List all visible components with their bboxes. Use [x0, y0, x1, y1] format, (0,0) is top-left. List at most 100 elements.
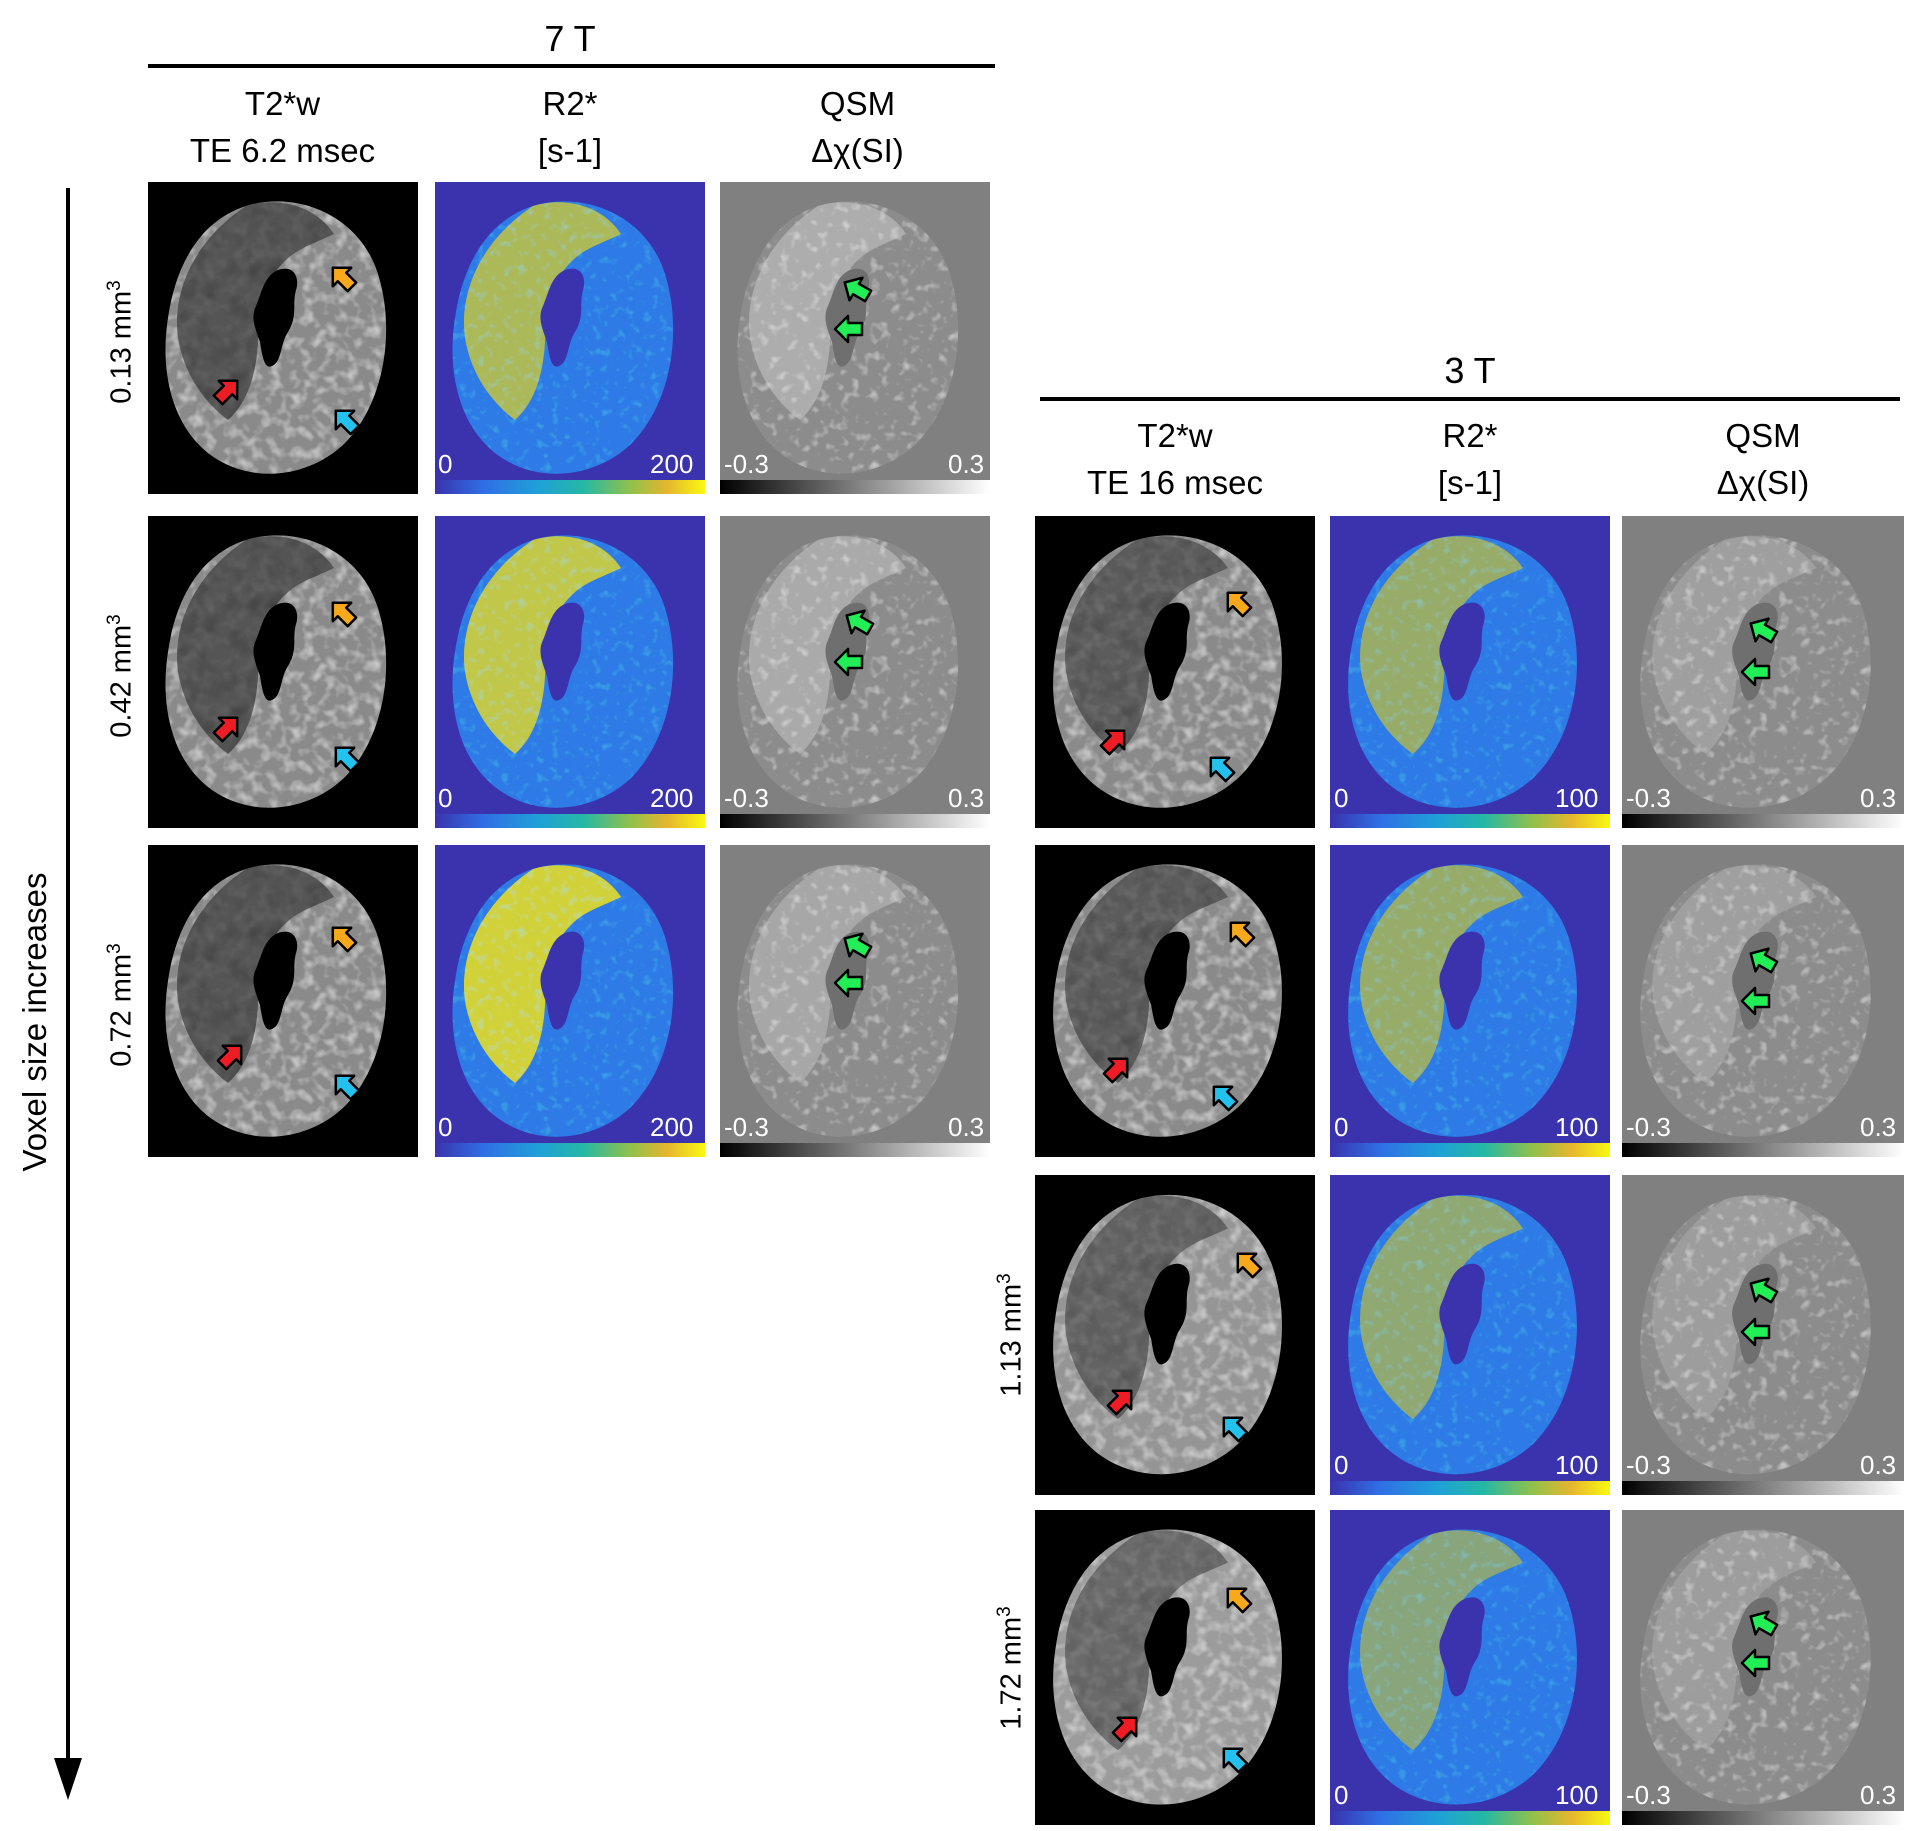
qsm-scale-min-3t-row4: -0.3	[1626, 1780, 1671, 1810]
col-7t-r2-subtitle: [s-1]	[537, 132, 603, 169]
panel-7t-r2-row1	[435, 182, 705, 494]
r2-scale-min-7t-row1: 0	[438, 449, 453, 479]
qsm-colorbar-7t-row1	[720, 480, 990, 494]
green-arrow-icon	[1740, 1648, 1771, 1678]
cyan-arrow-icon	[325, 737, 366, 778]
qsm-colorbar-3t-row1	[1622, 814, 1904, 828]
green-arrow-icon	[1742, 940, 1782, 980]
panel-3t-t2w-row4	[1035, 1510, 1315, 1825]
field-3t-rule	[1040, 397, 1900, 401]
green-arrow-icon	[1742, 1603, 1782, 1643]
red-arrow-icon	[1101, 1380, 1142, 1421]
red-arrow-icon	[207, 370, 248, 411]
r2-scale-min-3t-row4: 0	[1334, 1780, 1349, 1810]
r2-colorbar-7t-row1	[435, 480, 705, 494]
r2-colorbar-3t-row3	[1330, 1481, 1610, 1495]
qsm-scale-max-7t-row2: 0.3	[948, 783, 985, 813]
qsm-colorbar-3t-row4	[1622, 1811, 1904, 1825]
r2-colorbar-3t-row4	[1330, 1811, 1610, 1825]
r2-scale-min-3t-row3: 0	[1334, 1450, 1349, 1480]
col-7t-qsm-title: QSM	[819, 85, 896, 122]
qsm-colorbar-7t-row3	[720, 1143, 990, 1157]
green-arrow-icon	[1740, 657, 1771, 687]
panel-3t-r2-row3	[1330, 1175, 1610, 1495]
orange-arrow-icon	[1227, 1243, 1268, 1284]
panel-3t-r2-row1	[1330, 516, 1610, 828]
panel-3t-r2-row2	[1330, 845, 1610, 1157]
panel-3t-t2w-row3	[1035, 1175, 1315, 1495]
panel-7t-r2-row3	[435, 845, 705, 1157]
green-arrow-icon	[1742, 610, 1782, 650]
col-7t-t2w-title: T2*w	[244, 85, 321, 122]
red-arrow-icon	[1094, 720, 1135, 761]
col-3t-t2w-title: T2*w	[1137, 417, 1213, 454]
cyan-arrow-icon	[1213, 1738, 1254, 1779]
panel-3t-t2w-row2	[1035, 845, 1315, 1157]
green-arrow-icon	[833, 968, 864, 998]
col-3t-r2-header: R2* [s-1]	[1330, 412, 1610, 506]
col-7t-r2-title: R2*	[542, 85, 598, 122]
col-7t-r2-header: R2* [s-1]	[435, 80, 705, 174]
cyan-arrow-icon	[1213, 1407, 1254, 1448]
r2-scale-max-3t-row3: 100	[1555, 1450, 1599, 1480]
qsm-scale-min-3t-row3: -0.3	[1626, 1450, 1671, 1480]
panel-7t-qsm-row1	[720, 182, 990, 494]
qsm-scale-min-3t-row1: -0.3	[1626, 783, 1671, 813]
r2-colorbar-7t-row2	[435, 814, 705, 828]
col-3t-t2w-subtitle: TE 16 msec	[1086, 464, 1264, 501]
orange-arrow-icon	[322, 592, 363, 633]
r2-colorbar-7t-row3	[435, 1143, 705, 1157]
col-3t-r2-subtitle: [s-1]	[1437, 464, 1503, 501]
r2-scale-max-3t-row2: 100	[1555, 1112, 1599, 1142]
green-arrow-icon	[836, 269, 876, 309]
panel-7t-t2w-row1	[148, 182, 418, 494]
panel-3t-r2-row4	[1330, 1510, 1610, 1825]
cyan-arrow-icon	[1203, 1076, 1244, 1117]
voxel-size-axis-line	[66, 188, 70, 1758]
qsm-scale-min-7t-row2: -0.3	[724, 783, 769, 813]
qsm-scale-max-3t-row3: 0.3	[1860, 1450, 1897, 1480]
r2-scale-max-3t-row4: 100	[1555, 1780, 1599, 1810]
r2-colorbar-3t-row2	[1330, 1143, 1610, 1157]
orange-arrow-icon	[1217, 1578, 1258, 1619]
panel-3t-t2w-row1	[1035, 516, 1315, 828]
r2-colorbar-3t-row1	[1330, 814, 1610, 828]
field-3t-title: 3 T	[1444, 350, 1496, 391]
qsm-scale-max-3t-row4: 0.3	[1860, 1780, 1897, 1810]
green-arrow-icon	[1740, 1317, 1771, 1347]
panel-7t-t2w-row3	[148, 845, 418, 1157]
panel-7t-qsm-row2	[720, 516, 990, 828]
orange-arrow-icon	[1217, 582, 1258, 623]
green-arrow-icon	[1740, 986, 1771, 1016]
col-3t-r2-title: R2*	[1442, 417, 1498, 454]
cyan-arrow-icon	[325, 1065, 366, 1106]
r2-scale-min-7t-row2: 0	[438, 783, 453, 813]
r2-scale-min-3t-row1: 0	[1334, 783, 1349, 813]
red-arrow-icon	[1097, 1048, 1138, 1089]
green-arrow-icon	[1742, 1270, 1782, 1310]
orange-arrow-icon	[322, 257, 363, 298]
panel-7t-t2w-row2	[148, 516, 418, 828]
col-7t-qsm-subtitle: Δχ(SI)	[811, 132, 904, 169]
cyan-arrow-icon	[1200, 747, 1241, 788]
qsm-scale-min-3t-row2: -0.3	[1626, 1112, 1671, 1142]
r2-scale-max-7t-row3: 200	[650, 1112, 694, 1142]
qsm-scale-min-7t-row3: -0.3	[724, 1112, 769, 1142]
cyan-arrow-icon	[325, 400, 366, 441]
orange-arrow-icon	[322, 917, 363, 958]
orange-arrow-icon	[1220, 912, 1261, 953]
qsm-scale-max-7t-row1: 0.3	[948, 449, 985, 479]
qsm-colorbar-3t-row2	[1622, 1143, 1904, 1157]
red-arrow-icon	[211, 1035, 252, 1076]
r2-scale-max-7t-row1: 200	[650, 449, 694, 479]
qsm-scale-min-7t-row1: -0.3	[724, 449, 769, 479]
panel-7t-qsm-row3	[720, 845, 990, 1157]
r2-scale-min-7t-row3: 0	[438, 1112, 453, 1142]
qsm-colorbar-3t-row3	[1622, 1481, 1904, 1495]
red-arrow-icon	[1106, 1707, 1147, 1748]
col-3t-qsm-header: QSM Δχ(SI)	[1622, 412, 1904, 506]
qsm-scale-max-3t-row2: 0.3	[1860, 1112, 1897, 1142]
r2-scale-max-3t-row1: 100	[1555, 783, 1599, 813]
green-arrow-icon	[838, 602, 878, 642]
